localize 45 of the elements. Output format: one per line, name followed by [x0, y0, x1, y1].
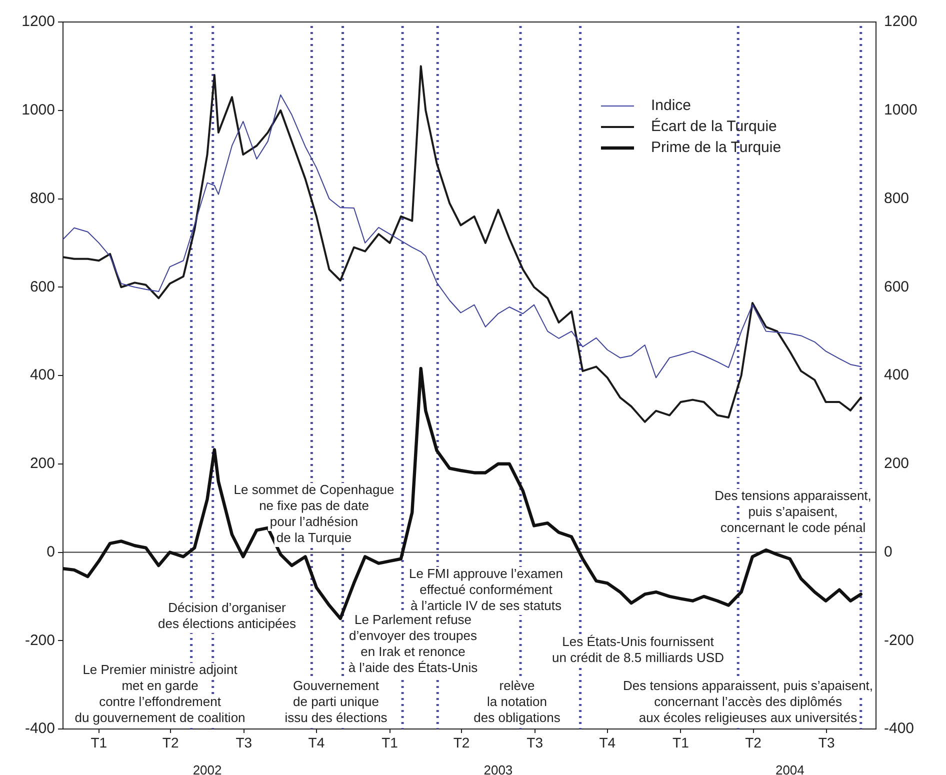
- annotation: Le sommet de Copenhague ne fixe pas de date pour l’adhésion de la Turquie: [234, 482, 394, 546]
- x-tick-label: T1: [90, 734, 108, 750]
- x-tick-label: T1: [382, 734, 398, 750]
- y2-tick-label: 0: [46, 543, 55, 560]
- y2-tick-label: -200: [24, 632, 55, 649]
- y-tick-label: 1000: [884, 102, 918, 119]
- y2-tick-label: 400: [30, 366, 55, 384]
- y-tick-label: 400: [884, 366, 910, 384]
- y-tick-label: 1200: [884, 13, 918, 30]
- x2-tick-label: 2004: [775, 762, 804, 775]
- annotation: Les États-Unis fournissent un crédit de 8.5 milliards USD: [552, 634, 724, 666]
- x-tick-label: T1: [672, 734, 690, 750]
- annotation: Gouvernement de parti unique issu des élections: [284, 678, 388, 726]
- x-tick-label: T4: [308, 734, 325, 750]
- y2-tick-label: 600: [30, 278, 55, 296]
- legend-label: Prime de la Turquie: [651, 139, 782, 156]
- y2-tick-label: 800: [30, 190, 55, 207]
- annotation: Des tensions apparaissent, puis s’apaisent, concernant le code pénal: [714, 488, 872, 536]
- y-tick-label: 0: [884, 543, 892, 560]
- y2-tick-label: 200: [30, 455, 55, 472]
- annotation: relève la notation des obligations: [474, 678, 561, 726]
- y2-tick-label: 1000: [22, 102, 55, 119]
- x-tick-label: T3: [526, 734, 544, 750]
- legend-label: Indice: [651, 97, 692, 114]
- annotation: Le FMI approuve l’examen effectué conformément à l’article IV de ses statuts: [409, 566, 563, 614]
- y-tick-label: 600: [884, 278, 910, 296]
- x-tick-label: T3: [236, 734, 252, 750]
- annotation: Le Parlement refuse d’envoyer des troupes en Irak et renonce à l’aide des États-Unis: [348, 612, 478, 676]
- x-tick-label: T3: [818, 734, 835, 750]
- y2-tick-label: 1200: [22, 13, 55, 30]
- annotation: Décision d’organiser des élections anticipées: [158, 600, 297, 632]
- y-tick-label: 200: [884, 455, 910, 472]
- x-tick-label: T4: [599, 734, 616, 750]
- annotation: Le Premier ministre adjoint met en garde contre l’effondrement du gouvernement de coalition: [74, 662, 246, 726]
- y-tick-label: -400: [884, 720, 914, 738]
- x2-tick-label: 2003: [484, 762, 513, 775]
- annotation: Des tensions apparaissent, puis s’apaisent, concernant l’accès des diplômés aux écoles religieuses aux universités: [622, 678, 874, 726]
- x-tick-label: T2: [745, 734, 762, 750]
- legend-label: Écart de la Turquie: [651, 117, 777, 136]
- y-tick-label: 800: [884, 190, 910, 207]
- x2-tick-label: 2002: [192, 762, 222, 775]
- y-tick-label: -200: [884, 632, 914, 649]
- x-tick-label: T2: [453, 734, 470, 750]
- x-tick-label: T2: [162, 734, 179, 750]
- y2-tick-label: -400: [24, 720, 55, 738]
